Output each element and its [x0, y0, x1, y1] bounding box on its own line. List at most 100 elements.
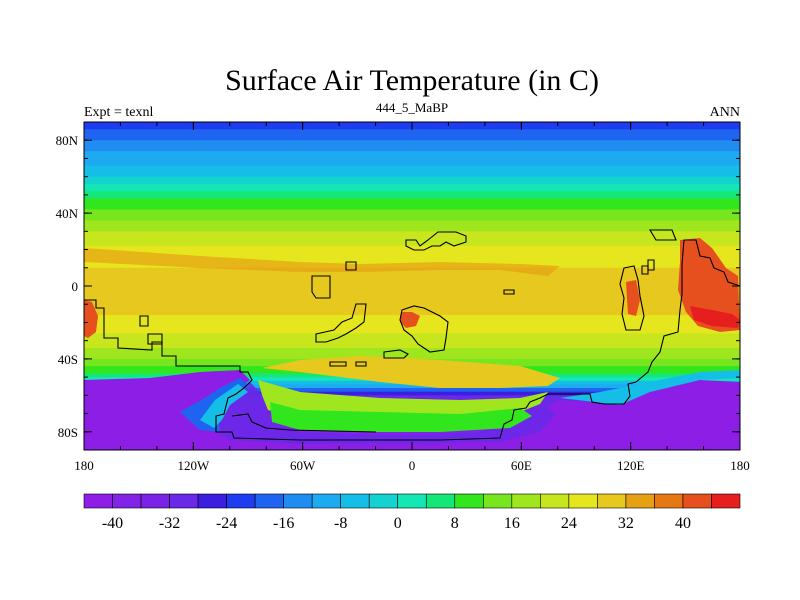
subtropic-warm-tongue: [84, 248, 560, 276]
x-tick-label: 180: [74, 458, 94, 473]
continent-south-america-like: [315, 303, 367, 343]
zonal-band: [84, 158, 740, 163]
colorbar-swatch: [625, 493, 655, 509]
zonal-band: [84, 289, 740, 294]
zonal-band: [84, 143, 740, 149]
colorbar-swatch: [254, 493, 284, 509]
y-tick-label: 40N: [56, 206, 79, 221]
zonal-band: [84, 253, 740, 258]
x-tick-label: 180: [730, 458, 750, 473]
zonal-band: [84, 202, 740, 207]
colorbar-swatch: [397, 493, 427, 509]
colorbar-swatch: [711, 493, 741, 509]
antarctic-deep-cold: [214, 382, 555, 444]
colorbar-swatch: [311, 493, 341, 509]
zonal-band: [84, 245, 740, 251]
colorbar-swatch: [483, 493, 513, 509]
zonal-band: [84, 129, 740, 134]
island-5: [329, 361, 347, 367]
zonal-band: [84, 355, 740, 360]
zonal-band: [84, 286, 740, 291]
hotspot-east-north: [688, 246, 700, 272]
zonal-band: [84, 238, 740, 243]
island-2: [345, 261, 357, 271]
island-8: [383, 349, 409, 359]
zonal-band: [84, 147, 740, 152]
zonal-band: [84, 337, 740, 342]
colorbar-tick-label: 8: [451, 515, 459, 532]
colorbar-tick-label: 24: [561, 515, 577, 532]
colorbar-swatch: [682, 493, 712, 509]
zonal-band: [84, 260, 740, 265]
x-tick-label: 0: [409, 458, 416, 473]
colorbar-tick-label: 0: [394, 515, 402, 532]
y-tick-label: 80S: [58, 425, 78, 440]
zonal-band: [84, 224, 740, 229]
zonal-band: [84, 395, 740, 400]
colorbar-tick-label: -16: [273, 515, 294, 532]
coastline-west: [84, 239, 740, 441]
chart-title: Surface Air Temperature (in C): [225, 64, 599, 97]
colorbar-labels: -40 -32 -24 -16 -8 0 8 16 24 32 40: [102, 515, 691, 532]
temperature-field: [84, 122, 740, 450]
island-1: [311, 275, 331, 299]
season-label: ANN: [710, 105, 740, 120]
island-east-3: [641, 265, 649, 275]
colorbar-tick-label: 32: [618, 515, 634, 532]
zonal-band: [84, 180, 740, 185]
zonal-band: [84, 256, 740, 262]
zonal-band: [84, 275, 740, 280]
antarctic-margin-cyan: [200, 384, 248, 428]
colorbar-swatch: [454, 493, 484, 509]
x-tick-label: 120W: [177, 458, 210, 473]
zonal-band: [84, 132, 740, 138]
zonal-band: [84, 209, 740, 214]
zonal-band: [84, 326, 740, 331]
colorbar-swatch: [169, 493, 199, 509]
land-outlines: [84, 229, 740, 441]
colorbar-swatch: [283, 493, 313, 509]
zonal-band: [84, 300, 740, 305]
zonal-band: [84, 173, 740, 178]
zonal-band: [84, 213, 740, 218]
zonal-band: [84, 431, 740, 437]
zonal-band: [84, 391, 740, 396]
zonal-band: [84, 282, 740, 287]
zonal-band: [84, 242, 740, 247]
zonal-band: [84, 169, 740, 174]
colorbar-swatch: [511, 493, 541, 509]
colorbar-swatch: [140, 493, 170, 509]
colorbar-swatch: [340, 493, 370, 509]
colorbar-tick-label: 40: [675, 515, 691, 532]
x-tick-label: 60E: [511, 458, 532, 473]
continent-africa-like: [399, 305, 449, 353]
southern-ocean-cyan-east: [560, 370, 740, 405]
y-tick-label: 40S: [58, 352, 78, 367]
zonal-band: [84, 351, 740, 356]
zonal-band: [84, 278, 740, 283]
colorbar-swatch: [368, 493, 399, 509]
colorbar-tick-label: 16: [504, 515, 520, 532]
zonal-band: [84, 216, 740, 221]
island-6: [355, 361, 367, 367]
antarctic-cold-region: [84, 370, 740, 450]
y-tick-label: 0: [72, 279, 79, 294]
colorbar-swatch: [112, 493, 142, 509]
continent-north-strip: [405, 231, 467, 251]
continent-indo-like: [619, 265, 645, 331]
zonal-band: [84, 187, 740, 192]
colorbar-swatch: [568, 493, 598, 509]
y-tick-label: 80N: [56, 133, 79, 148]
zonal-band: [84, 340, 740, 345]
zonal-band: [84, 329, 740, 334]
colorbar-swatch: [83, 493, 113, 509]
zonal-band: [84, 347, 740, 353]
zonal-band: [84, 183, 740, 189]
colorbar-tick-label: -40: [102, 515, 123, 532]
zonal-band: [84, 165, 740, 170]
southern-land-cool: [270, 402, 532, 432]
colorbar-swatch: [197, 493, 227, 509]
colorbar-tick-label: -24: [216, 515, 237, 532]
zonal-band: [84, 249, 740, 254]
island-4: [147, 333, 163, 345]
